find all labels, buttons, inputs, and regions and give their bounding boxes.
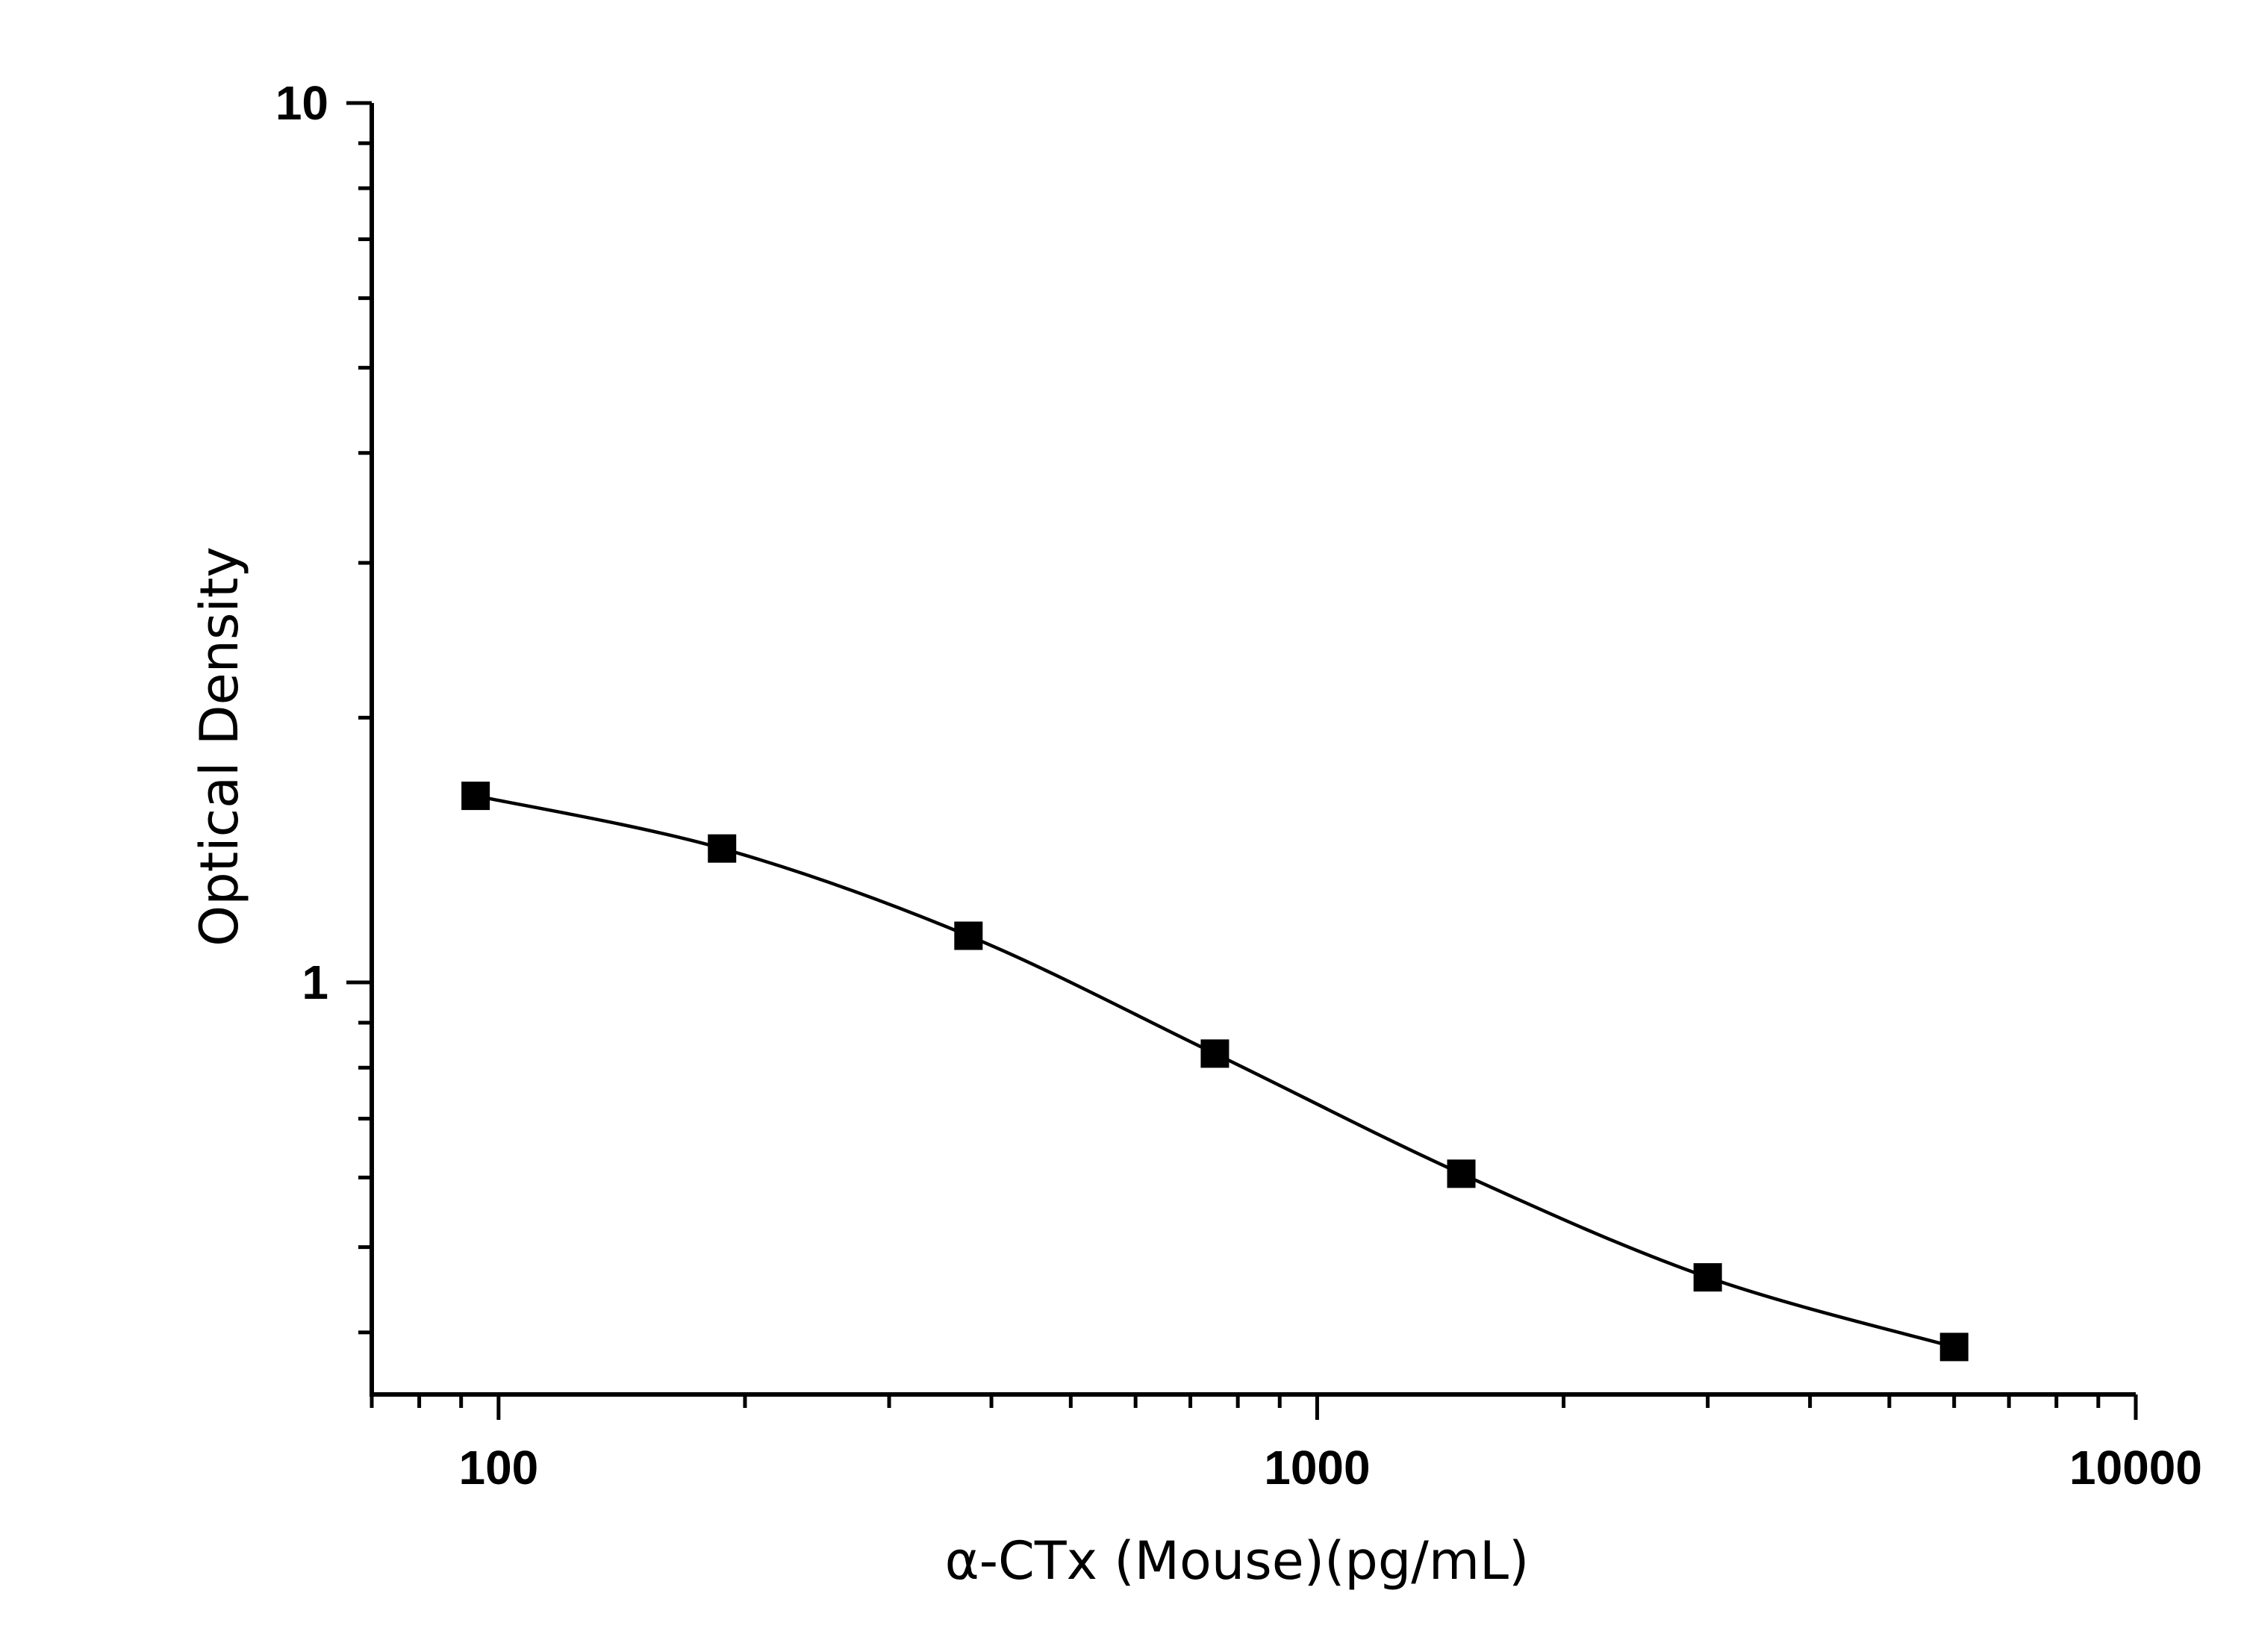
y-axis-title: Optical Density xyxy=(189,546,250,947)
y-tick-label: 1 xyxy=(302,956,328,1009)
data-point-marker xyxy=(1447,1159,1476,1188)
data-point-marker xyxy=(461,782,490,811)
markers-layer xyxy=(461,782,1969,1362)
x-axis-title: α-CTx (Mouse)(pg/mL) xyxy=(945,1530,1530,1592)
data-point-marker xyxy=(1200,1039,1229,1068)
data-point-marker xyxy=(708,834,737,863)
ticks-layer xyxy=(346,101,2138,1420)
x-tick-label: 1000 xyxy=(1264,1441,1370,1494)
data-point-marker xyxy=(1693,1263,1722,1292)
fit-curve xyxy=(475,794,1955,1349)
x-tick-label: 100 xyxy=(458,1441,538,1494)
data-point-marker xyxy=(954,921,983,950)
data-point-marker xyxy=(1939,1332,1969,1362)
y-tick-label: 10 xyxy=(275,76,328,130)
labels-layer: 100 1000 10000 1 10 xyxy=(275,76,2202,1494)
x-tick-label: 10000 xyxy=(2069,1441,2202,1494)
